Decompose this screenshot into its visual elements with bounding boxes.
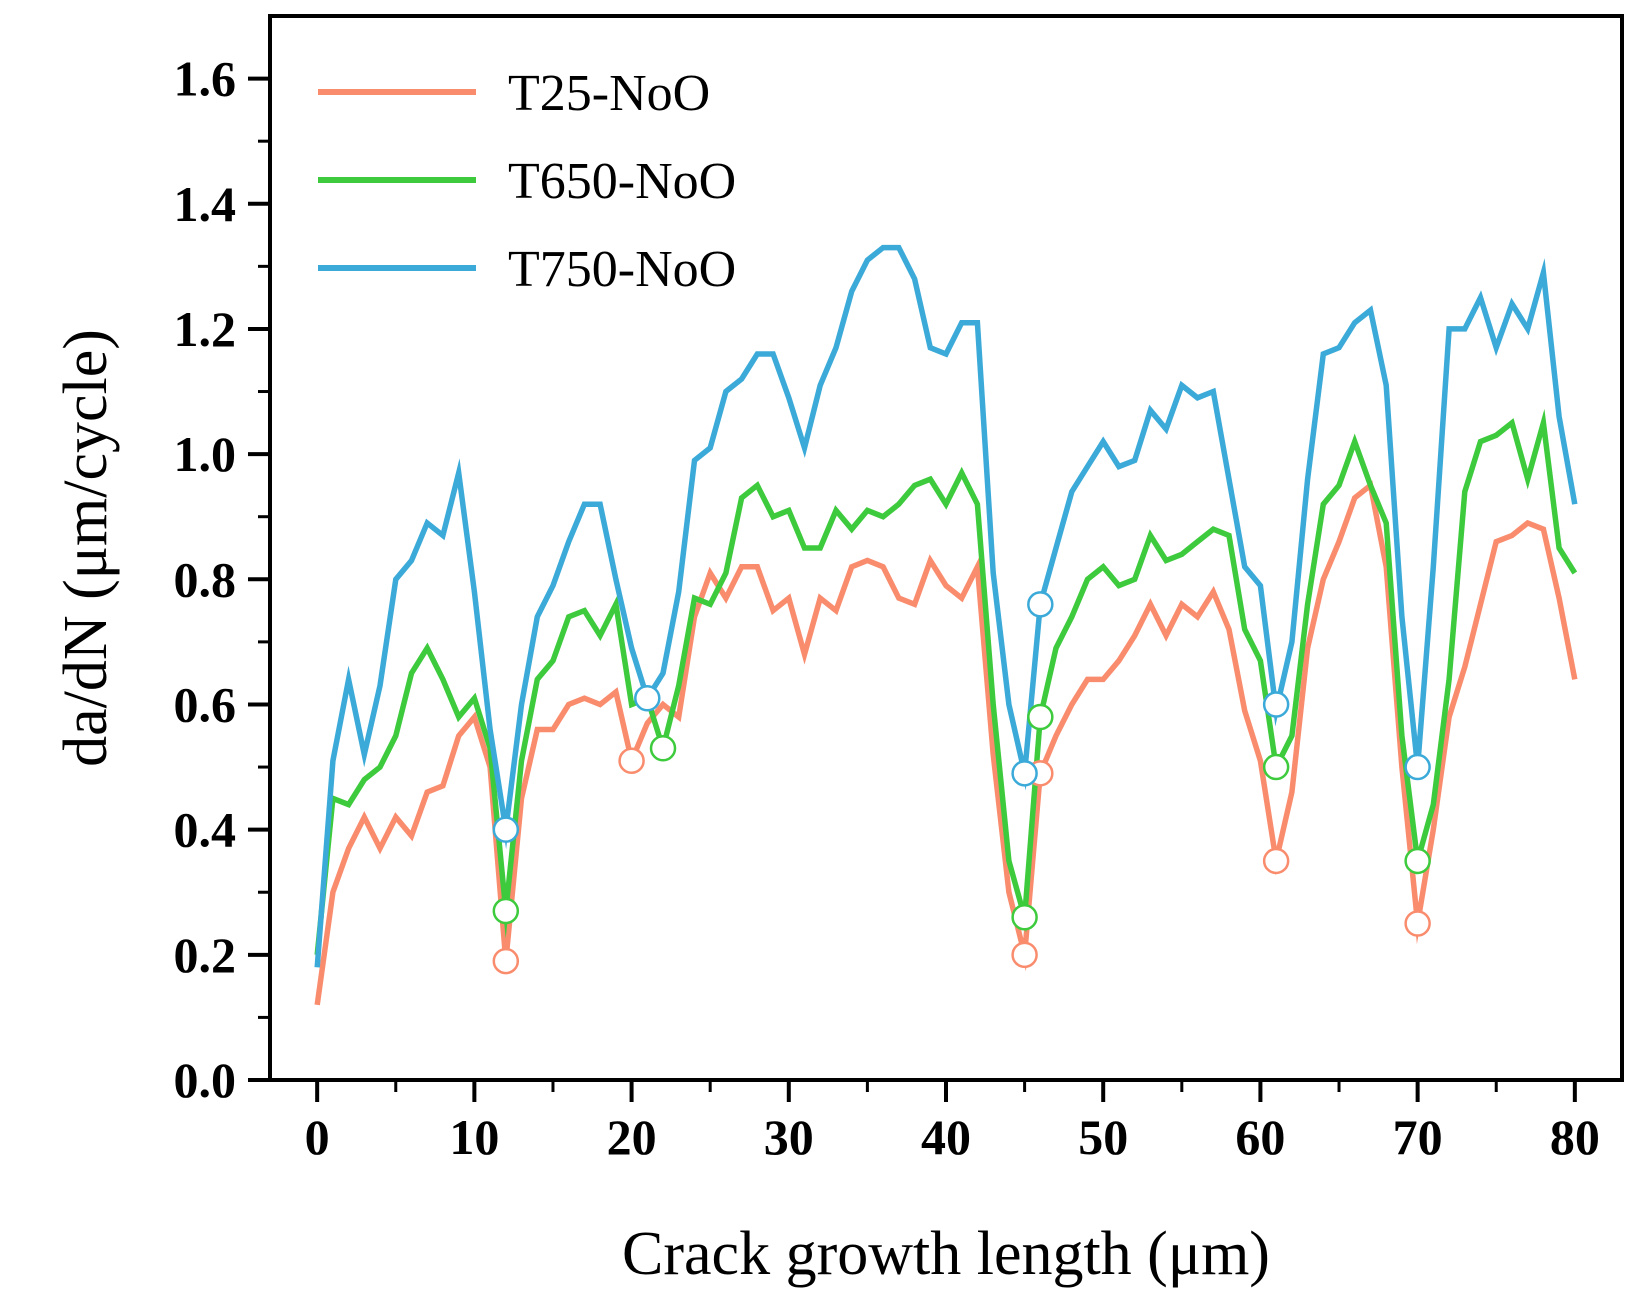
marker-T25-NoO (618, 747, 645, 775)
marker-T750-NoO (1027, 591, 1054, 618)
marker-T750-NoO (1404, 753, 1431, 781)
legend-label-T650-NoO: T650-NoO (508, 153, 736, 210)
x-tick-label: 20 (607, 1109, 657, 1165)
marker-T25-NoO (1404, 910, 1431, 937)
x-tick-label: 80 (1550, 1109, 1600, 1165)
y-tick-label: 1.6 (174, 51, 237, 107)
x-tick-label: 70 (1393, 1109, 1443, 1165)
marker-T25-NoO (492, 947, 520, 975)
marker-T750-NoO (492, 816, 520, 843)
marker-T650-NoO (1011, 904, 1038, 931)
y-tick-label: 0.6 (174, 676, 237, 732)
x-tick-label: 10 (449, 1109, 499, 1165)
series-line-T650-NoO (314, 408, 1578, 956)
marker-T25-NoO (1011, 941, 1038, 969)
marker-T25-NoO (1262, 847, 1290, 875)
y-tick-label: 1.0 (174, 426, 237, 482)
x-tick-label: 40 (921, 1109, 971, 1165)
x-axis-title: Crack growth length (μm) (622, 1220, 1270, 1288)
y-tick-label: 0.2 (174, 927, 237, 983)
x-tick-label: 30 (764, 1109, 814, 1165)
y-tick-label: 1.2 (174, 301, 237, 357)
y-tick-label: 1.4 (174, 176, 237, 232)
x-tick-label: 60 (1235, 1109, 1285, 1165)
x-tick-label: 50 (1078, 1109, 1128, 1165)
y-tick-label: 0.0 (174, 1052, 237, 1108)
legend-label-T25-NoO: T25-NoO (508, 65, 710, 122)
series-markers (492, 591, 1431, 975)
marker-T650-NoO (649, 735, 677, 762)
marker-T650-NoO (1027, 703, 1054, 731)
marker-T750-NoO (634, 684, 661, 712)
x-tick-label: 0 (305, 1109, 330, 1165)
marker-T650-NoO (1404, 847, 1431, 875)
y-axis-title: da/dN (μm/cycle) (52, 329, 120, 767)
legend-label-T750-NoO: T750-NoO (508, 241, 736, 298)
tick-labels: 0 10 20 30 40 50 60 70 80 0.0 0.2 0.4 0.6 0.8 1.0 1.2 1.… (174, 51, 1600, 1165)
marker-T750-NoO (1262, 691, 1290, 718)
marker-T650-NoO (492, 897, 520, 925)
series-line-T25-NoO (314, 480, 1578, 1006)
series-line-T750-NoO (314, 244, 1578, 968)
axis-ticks (248, 76, 1577, 1102)
y-tick-label: 0.8 (174, 551, 237, 607)
marker-T750-NoO (1011, 760, 1038, 787)
marker-T650-NoO (1262, 753, 1290, 781)
legend: T25-NoO T650-NoO T750-NoO (318, 65, 736, 298)
series-lines (314, 244, 1578, 1006)
y-tick-label: 0.4 (174, 802, 237, 858)
